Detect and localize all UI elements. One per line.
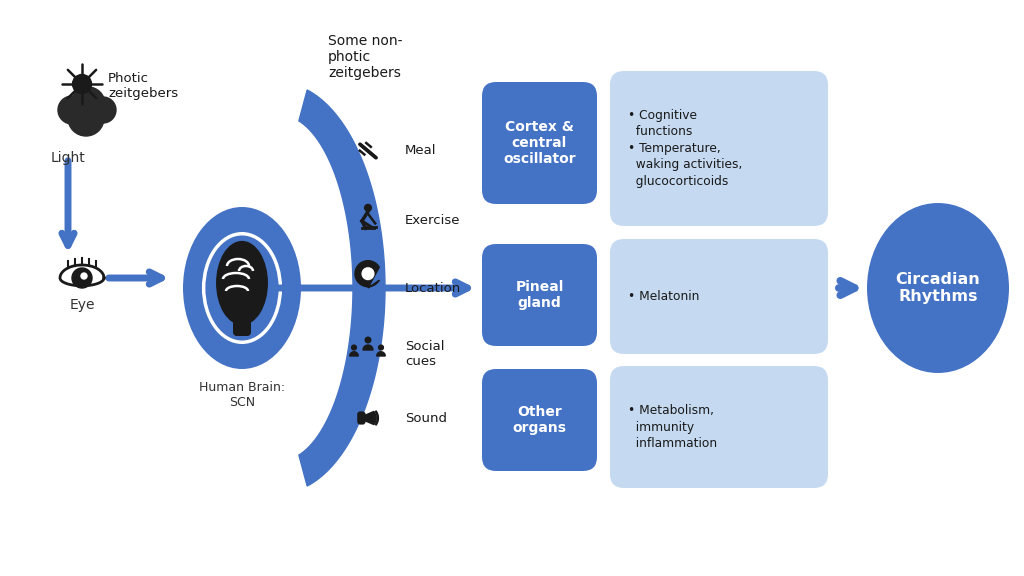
Text: Human Brain:
SCN: Human Brain: SCN [199, 381, 285, 409]
Polygon shape [355, 261, 379, 288]
Circle shape [72, 268, 92, 288]
Text: Sound: Sound [406, 411, 447, 425]
Circle shape [351, 345, 356, 350]
Circle shape [68, 100, 104, 136]
FancyBboxPatch shape [610, 239, 828, 354]
FancyBboxPatch shape [233, 318, 251, 336]
Circle shape [366, 337, 371, 343]
Text: Social
cues: Social cues [406, 340, 444, 368]
FancyBboxPatch shape [482, 369, 597, 471]
Circle shape [90, 97, 116, 123]
Circle shape [81, 273, 87, 279]
Circle shape [73, 74, 91, 93]
Circle shape [58, 96, 86, 124]
Circle shape [71, 87, 105, 121]
Text: Exercise: Exercise [406, 214, 461, 228]
FancyBboxPatch shape [610, 366, 828, 488]
FancyBboxPatch shape [357, 411, 366, 425]
Text: Circadian
Rhythms: Circadian Rhythms [896, 272, 980, 304]
Text: Some non-
photic
zeitgebers: Some non- photic zeitgebers [328, 34, 402, 81]
Polygon shape [366, 411, 374, 425]
FancyBboxPatch shape [482, 244, 597, 346]
Polygon shape [377, 352, 385, 356]
Text: Other
organs: Other organs [512, 405, 566, 435]
Text: Cortex &
central
oscillator: Cortex & central oscillator [503, 120, 575, 166]
Text: Light: Light [50, 151, 85, 165]
Text: Location: Location [406, 282, 461, 294]
Polygon shape [299, 90, 385, 486]
Text: Eye: Eye [70, 298, 95, 312]
Ellipse shape [183, 207, 301, 369]
Polygon shape [362, 345, 373, 350]
Ellipse shape [216, 241, 268, 325]
Circle shape [362, 268, 374, 279]
Circle shape [379, 345, 383, 350]
Polygon shape [60, 265, 104, 286]
Circle shape [365, 204, 372, 211]
FancyBboxPatch shape [482, 82, 597, 204]
Text: • Metabolism,
  immunity
  inflammation: • Metabolism, immunity inflammation [628, 404, 717, 450]
FancyBboxPatch shape [610, 71, 828, 226]
Text: • Melatonin: • Melatonin [628, 290, 699, 303]
Text: Photic
zeitgebers: Photic zeitgebers [108, 72, 178, 100]
Ellipse shape [867, 203, 1009, 373]
Text: Pineal
gland: Pineal gland [515, 280, 563, 310]
Polygon shape [350, 352, 358, 356]
Text: • Cognitive
  functions
• Temperature,
  waking activities,
  glucocorticoids: • Cognitive functions • Temperature, wak… [628, 109, 742, 188]
Text: Meal: Meal [406, 145, 436, 157]
